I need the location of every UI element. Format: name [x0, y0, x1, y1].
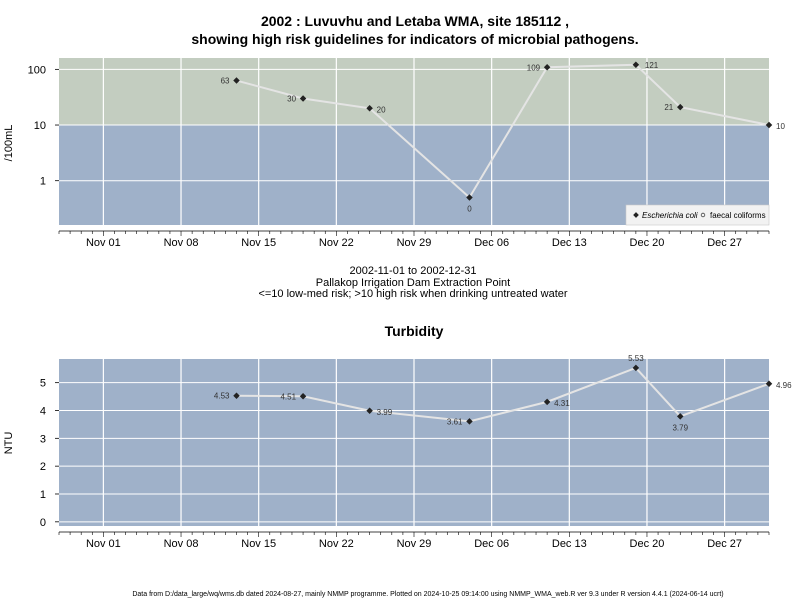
turbidity-x-tick-label-8: Dec 27: [707, 538, 742, 550]
micro-data-point-7: [765, 121, 773, 129]
turbidity-y-tick-label-4: 4: [40, 405, 46, 417]
turbidity-data-label-5: 5.53: [628, 354, 644, 363]
turbidity-data-label-3: 3.61: [447, 417, 463, 426]
micro-data-label-5: 121: [645, 61, 659, 70]
turbidity-x-tick-label-1: Nov 08: [164, 538, 199, 550]
micro-x-tick-label-1: Nov 08: [164, 237, 199, 249]
turbidity-panel: 0 1 2 3 4 5 Nov 01 Nov 08 Nov 15 Nov 22 Nov 29 Dec …: [40, 354, 792, 550]
micro-data-label-0: 63: [221, 77, 230, 86]
turbidity-y-tick-label-1: 1: [40, 489, 46, 501]
turbidity-y-tick-label-2: 2: [40, 461, 46, 473]
turbidity-data-point-6: [676, 413, 684, 420]
turbidity-data-point-4: [543, 398, 551, 406]
micro-data-label-6: 21: [664, 103, 673, 112]
micro-data-label-4: 109: [527, 63, 541, 72]
micro-data-point-0: [233, 77, 240, 84]
turbidity-data-label-7: 4.96: [776, 381, 792, 390]
turbidity-data-point-2: [366, 407, 373, 415]
legend-ecoli-marker: [633, 212, 639, 218]
turbidity-x-tick-label-3: Nov 22: [319, 538, 354, 550]
turbidity-data-point-5: [632, 364, 640, 372]
turbidity-data-point-1: [299, 393, 307, 400]
micro-subtitle-range: 2002-11-01 to 2002-12-31: [349, 265, 476, 277]
micro-subtitle-note: <=10 low-med risk; >10 high risk when dr…: [258, 288, 567, 300]
turbidity-x-tick-label-5: Dec 06: [474, 538, 509, 550]
micro-data-point-3: [466, 194, 473, 201]
turbidity-y-axis-label: NTU: [3, 432, 15, 455]
micro-title-line1: 2002 : Luvuvhu and Letaba WMA, site 1851…: [261, 13, 569, 29]
micro-x-tick-label-3: Nov 22: [319, 237, 354, 249]
turbidity-data-label-4: 4.31: [554, 399, 570, 408]
legend-faecal-label: faecal coliforms: [710, 211, 766, 220]
legend-box: [625, 204, 770, 226]
turbidity-data-label-2: 3.99: [377, 408, 393, 417]
micro-title-line2: showing high risk guidelines for indicat…: [191, 31, 638, 47]
turbidity-data-label-1: 4.51: [280, 392, 296, 401]
micro-x-tick-label-0: Nov 01: [86, 237, 121, 249]
micro-data-label-1: 30: [287, 94, 296, 103]
turbidity-data-point-7: [765, 380, 773, 388]
micro-y-axis-label: /100mL: [3, 125, 15, 162]
micro-legend: Escherichia coli faecal coliforms: [625, 204, 770, 226]
micro-x-tick-label-8: Dec 27: [707, 237, 742, 249]
turbidity-data-point-3: [466, 418, 473, 425]
micro-y-tick-label-2: 100: [28, 64, 46, 76]
micro-x-tick-label-4: Nov 29: [397, 237, 432, 249]
turbidity-x-tick-label-0: Nov 01: [86, 538, 121, 550]
micro-x-tick-label-7: Dec 20: [630, 237, 665, 249]
micro-data-label-3: 0: [467, 204, 472, 213]
turbidity-series-line: [236, 366, 770, 423]
micro-x-tick-label-5: Dec 06: [474, 237, 509, 249]
micro-y-tick-label-1: 10: [34, 120, 46, 132]
micro-x-tick-label-2: Nov 15: [241, 237, 276, 249]
micro-subtitle-site: Pallakop Irrigation Dam Extraction Point: [316, 277, 510, 289]
micro-data-label-2: 20: [377, 105, 386, 114]
turbidity-x-tick-label-6: Dec 13: [552, 538, 587, 550]
turbidity-y-tick-label-0: 0: [40, 517, 46, 529]
turbidity-data-label-6: 3.79: [672, 423, 688, 432]
turbidity-x-tick-label-7: Dec 20: [630, 538, 665, 550]
turbidity-x-tick-label-2: Nov 15: [241, 538, 276, 550]
micro-x-tick-label-6: Dec 13: [552, 237, 587, 249]
micro-series-line: [236, 63, 770, 200]
turbidity-y-tick-label-3: 3: [40, 433, 46, 445]
legend-faecal-marker: [700, 212, 706, 218]
turbidity-y-tick-label-5: 5: [40, 378, 46, 390]
turbidity-data-point-0: [233, 392, 240, 399]
turbidity-data-label-0: 4.53: [214, 392, 230, 401]
footer-note: Data from D:/data_large/wq/wms.db dated …: [132, 591, 723, 598]
micro-y-tick-label-0: 1: [40, 176, 46, 188]
legend-ecoli-label: Escherichia coli: [642, 211, 698, 220]
turbidity-title: Turbidity: [385, 323, 444, 339]
micro-data-label-7: 10: [776, 122, 785, 131]
micro-data-point-6: [676, 103, 684, 111]
turbidity-x-tick-label-4: Nov 29: [397, 538, 432, 550]
